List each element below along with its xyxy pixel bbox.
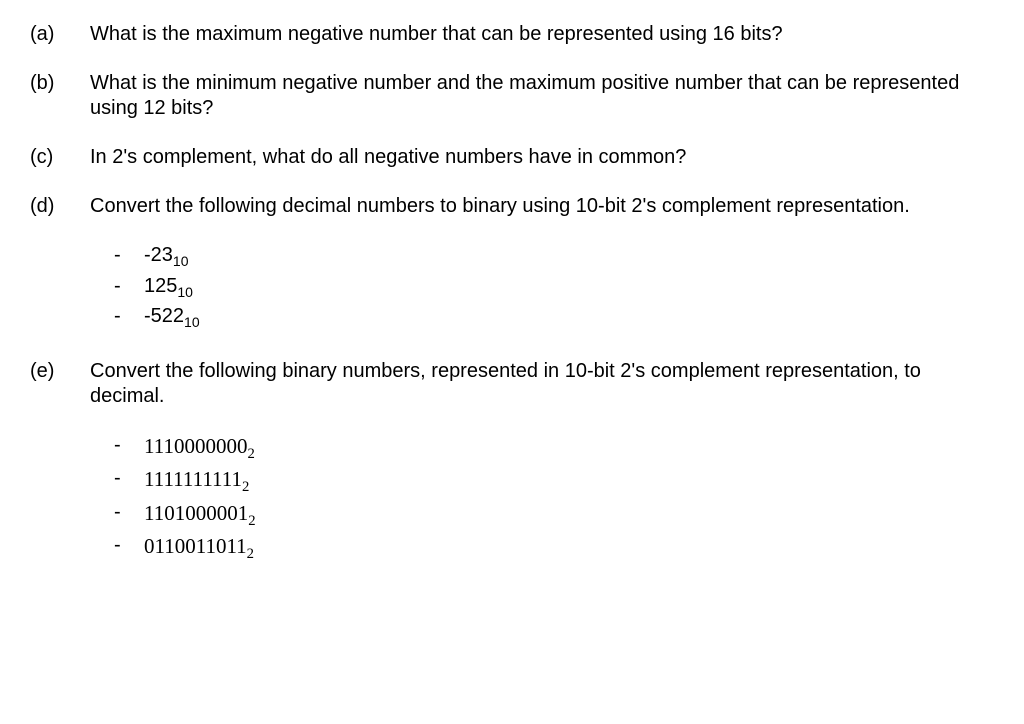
question-c: (c) In 2's complement, what do all negat… [30,145,994,170]
list-item-value: 12510 [144,274,193,302]
question-label: (e) [30,359,90,567]
question-e-sublist: -11100000002-11111111112-11010000012-011… [90,433,994,564]
question-b: (b) What is the minimum negative number … [30,71,994,121]
bullet: - [114,500,144,531]
bullet: - [114,304,144,332]
list-item: -12510 [114,274,994,302]
list-item-value: -52210 [144,304,200,332]
list-item-value: 11111111112 [144,466,249,497]
list-item-value: -2310 [144,243,188,271]
question-content: Convert the following binary numbers, re… [90,359,994,567]
question-label: (d) [30,194,90,335]
bullet: - [114,433,144,464]
question-d-sublist: --2310-12510--52210 [90,243,994,332]
question-d: (d) Convert the following decimal number… [30,194,994,335]
question-text: Convert the following decimal numbers to… [90,194,994,219]
list-item: -11100000002 [114,433,994,464]
question-content: Convert the following decimal numbers to… [90,194,994,335]
question-label: (b) [30,71,90,121]
question-text: In 2's complement, what do all negative … [90,145,994,170]
list-item-value: 11010000012 [144,500,256,531]
list-item-value: 01100110112 [144,533,254,564]
list-item: -01100110112 [114,533,994,564]
bullet: - [114,274,144,302]
question-text: Convert the following binary numbers, re… [90,359,994,409]
bullet: - [114,466,144,497]
question-label: (c) [30,145,90,170]
list-item: --52210 [114,304,994,332]
bullet: - [114,243,144,271]
list-item: --2310 [114,243,994,271]
list-item: -11111111112 [114,466,994,497]
question-label: (a) [30,22,90,47]
question-e: (e) Convert the following binary numbers… [30,359,994,567]
question-a: (a) What is the maximum negative number … [30,22,994,47]
list-item-value: 11100000002 [144,433,255,464]
question-text: What is the minimum negative number and … [90,71,994,121]
question-text: What is the maximum negative number that… [90,22,994,47]
bullet: - [114,533,144,564]
list-item: -11010000012 [114,500,994,531]
